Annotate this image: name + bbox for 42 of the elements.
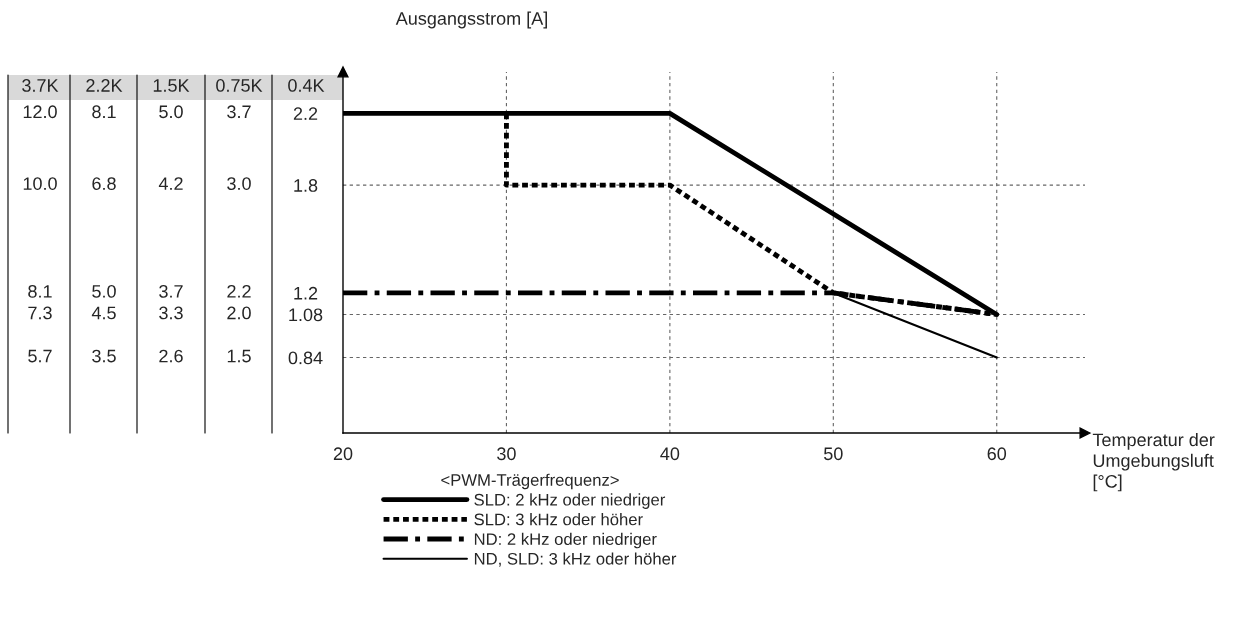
- text: 5.7: [28, 349, 52, 363]
- text: 3.7K: [22, 79, 59, 92]
- text: 6.8: [92, 177, 116, 190]
- text: 8.1: [28, 284, 52, 298]
- y-tick-label: 0.84: [288, 351, 323, 365]
- x-tick-label: 40: [660, 447, 680, 461]
- legend-label: ND: 2 kHz oder niedriger: [474, 532, 657, 549]
- text: 2.2K: [86, 79, 123, 92]
- text: 2.2: [227, 284, 251, 298]
- text: 5.0: [159, 105, 183, 119]
- legend-label: ND, SLD: 3 kHz oder höher: [474, 552, 677, 567]
- text: 12.0: [23, 105, 57, 119]
- text: 8.1: [92, 105, 116, 119]
- legend-title: <PWM-Trägerfrequenz>: [441, 473, 619, 490]
- y-tick-label: 1.8: [294, 179, 318, 192]
- text: 3.7: [227, 105, 251, 119]
- y-tick-label: 1.08: [289, 308, 323, 322]
- text: 7.3: [28, 306, 52, 320]
- text: 3.7: [159, 284, 183, 298]
- text: 2.0: [227, 306, 251, 320]
- legend-label: SLD: 2 kHz oder niedriger: [474, 493, 666, 509]
- text: 4.2: [158, 177, 183, 190]
- text: 3.3: [159, 306, 183, 320]
- y-axis-title: Ausgangsstrom [A]: [395, 11, 547, 29]
- x-axis-title: Temperatur der Umgebungsluft [°C]: [1092, 433, 1215, 492]
- x-tick-label: 20: [333, 447, 353, 461]
- text: 0.4K: [288, 79, 325, 92]
- x-tick-label: 50: [823, 447, 843, 461]
- text: 4.5: [91, 306, 116, 320]
- legend-label: SLD: 3 kHz oder höher: [474, 513, 643, 526]
- x-tick-label: 60: [987, 447, 1007, 461]
- text: 2.6: [159, 349, 183, 363]
- text: 1.5: [227, 349, 251, 363]
- text: 5.0: [92, 284, 116, 298]
- text: 1.5K: [153, 79, 190, 92]
- y-tick-label: 2.2: [293, 107, 318, 120]
- text: 0.75K: [216, 79, 263, 92]
- text: 3.5: [92, 349, 116, 363]
- text: 10.0: [23, 177, 57, 190]
- x-tick-label: 30: [497, 447, 516, 461]
- y-tick-label: 1.2: [294, 286, 318, 300]
- text: 3.0: [227, 177, 251, 190]
